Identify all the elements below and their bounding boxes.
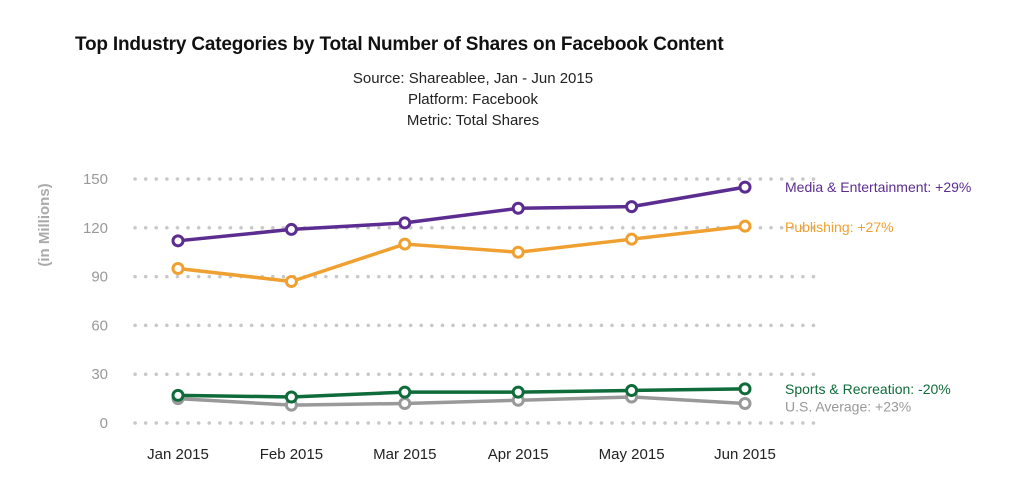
data-point — [511, 201, 525, 215]
x-tick-label: Mar 2015 — [373, 446, 436, 463]
y-tick-label: 150 — [83, 171, 108, 188]
x-tick-label: Jun 2015 — [714, 446, 776, 463]
data-point — [398, 216, 412, 230]
series-label: U.S. Average: +23% — [785, 398, 911, 414]
x-tick-label: Apr 2015 — [488, 446, 549, 463]
series-line — [177, 224, 746, 284]
data-point — [738, 382, 752, 396]
data-point — [738, 180, 752, 194]
y-tick-label: 120 — [83, 220, 108, 237]
data-point — [625, 383, 639, 397]
y-tick-label: 90 — [91, 269, 108, 286]
y-tick-label: 30 — [91, 366, 108, 383]
x-tick-label: May 2015 — [599, 446, 665, 463]
chart-subtitle-platform: Platform: Facebook — [407, 91, 539, 108]
grid — [133, 177, 822, 425]
y-axis-label: (in Millions) — [36, 183, 53, 266]
data-point — [284, 390, 298, 404]
x-tick-label: Feb 2015 — [260, 446, 323, 463]
x-axis-ticks: Jan 2015 Feb 2015 Mar 2015 Apr 2015 May 2015… — [147, 446, 776, 463]
series-line — [177, 395, 746, 407]
data-point — [171, 261, 185, 275]
series-lines — [177, 185, 746, 407]
data-point — [511, 385, 525, 399]
y-tick-label: 60 — [91, 317, 108, 334]
chart-title: Top Industry Categories by Total Number … — [75, 34, 724, 55]
data-point — [284, 222, 298, 236]
series-label: Publishing: +27% — [785, 219, 894, 235]
chart-subtitle-metric: Metric: Total Shares — [406, 112, 540, 129]
series-label: Media & Entertainment: +29% — [785, 179, 971, 195]
data-point — [738, 219, 752, 233]
series-labels: Media & Entertainment: +29% Publishing: +… — [785, 179, 971, 414]
data-point — [398, 385, 412, 399]
data-point — [398, 396, 412, 410]
y-tick-label: 0 — [100, 415, 108, 432]
series-line — [177, 185, 746, 243]
data-point — [171, 388, 185, 402]
series-line — [177, 387, 746, 399]
data-point — [171, 234, 185, 248]
data-point — [511, 245, 525, 259]
data-point — [625, 200, 639, 214]
data-point — [738, 396, 752, 410]
data-point — [398, 237, 412, 251]
data-point — [625, 232, 639, 246]
chart-subtitle-source: Source: Shareablee, Jan - Jun 2015 — [352, 70, 594, 87]
y-axis-ticks: 0 30 60 90 120 150 — [83, 171, 108, 432]
series-label: Sports & Recreation: -20% — [785, 381, 951, 397]
data-point — [284, 274, 298, 288]
series-points — [171, 180, 752, 412]
x-tick-label: Jan 2015 — [147, 446, 209, 463]
